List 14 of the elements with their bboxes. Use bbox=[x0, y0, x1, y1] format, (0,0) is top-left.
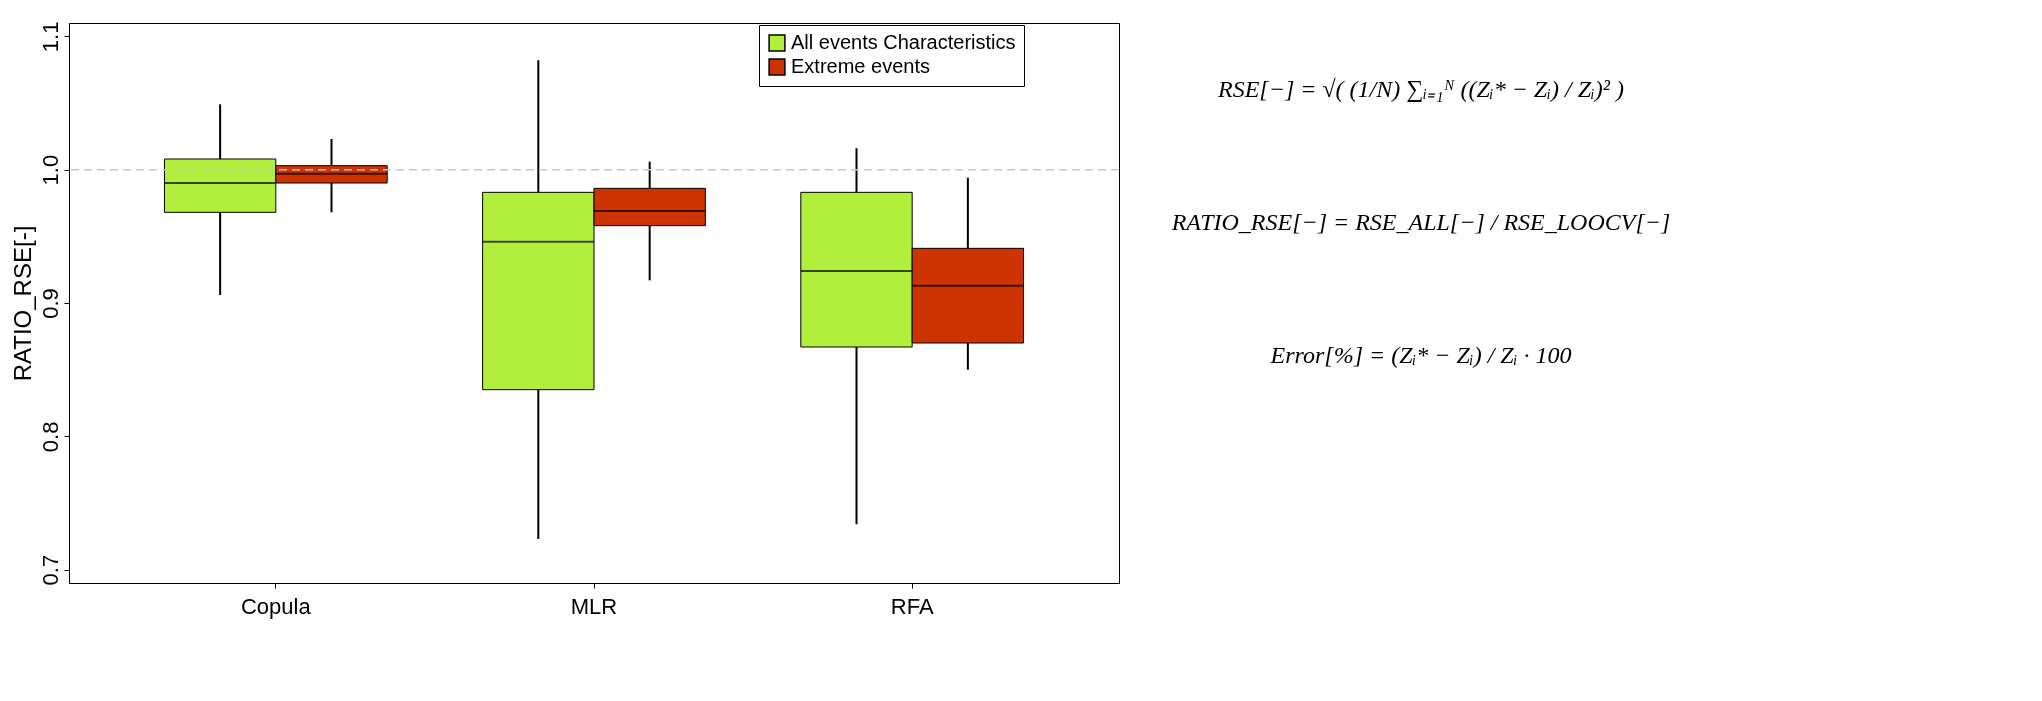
y-tick-label: 0.9 bbox=[37, 288, 63, 319]
y-tick-label: 1.1 bbox=[37, 21, 63, 53]
y-tick-label: 0.8 bbox=[37, 421, 63, 453]
legend-label: All events Characteristics bbox=[791, 31, 1016, 53]
text: RATIO_RSE[−] = RSE_ALL[−] / RSE_LOOCV[−] bbox=[1170, 209, 1671, 235]
y-tick-label: 1.0 bbox=[37, 154, 63, 186]
x-tick-label: RFA bbox=[890, 593, 934, 619]
y-axis-title: RATIO_RSE[-] bbox=[8, 225, 36, 382]
text: Error[%] = (Zᵢ* − Zᵢ) / Zᵢ · 100 bbox=[1269, 342, 1572, 369]
text: RSE[−] = √( (1/N) ∑ᵢ₌₁ᴺ ((Zᵢ* − Zᵢ) / Zᵢ)² ) bbox=[1217, 75, 1624, 103]
x-tick-label: Copula bbox=[240, 593, 312, 619]
legend-label: Extreme events bbox=[791, 55, 930, 77]
y-tick-label: 0.7 bbox=[37, 554, 63, 586]
x-tick-label: MLR bbox=[570, 593, 618, 619]
